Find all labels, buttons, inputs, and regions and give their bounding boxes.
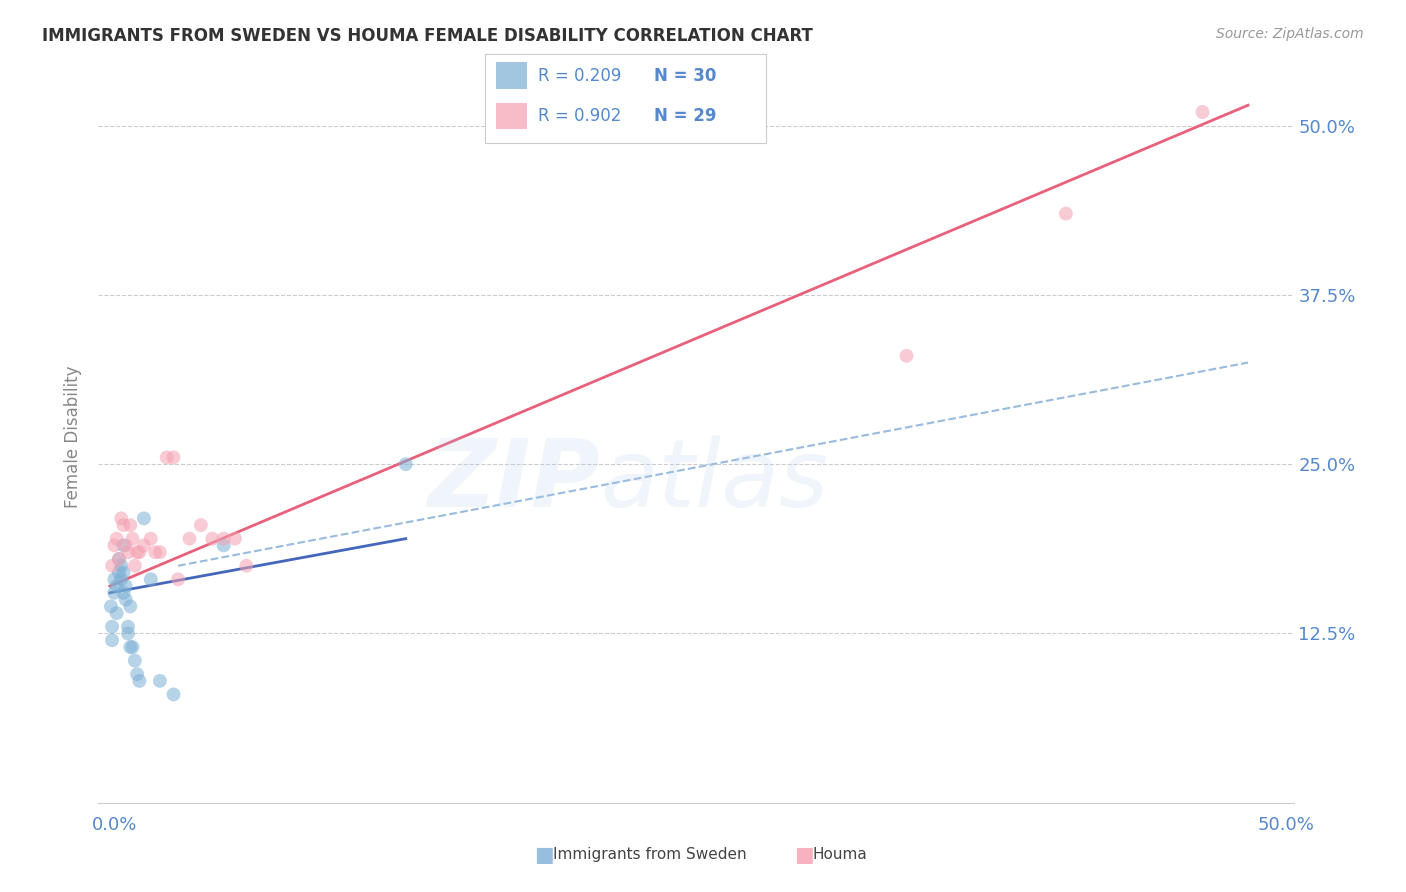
Point [121,640,143,654]
Point [156,450,179,465]
Point [108,552,131,566]
Point [896,349,918,363]
Point [117,545,139,559]
Point [101,620,124,634]
Bar [496,103,527,129]
Point [114,538,136,552]
Text: Immigrants from Sweden: Immigrants from Sweden [553,847,747,862]
Point [143,545,166,559]
Point [1191,105,1213,120]
Point [128,673,150,688]
Point [395,457,418,471]
Point [190,518,212,533]
Point [105,606,128,620]
Text: ZIP: ZIP [427,435,600,527]
Point [112,538,135,552]
Point [132,538,155,552]
Point [235,558,257,573]
Point [127,545,149,559]
Point [124,654,146,668]
Text: Source: ZipAtlas.com: Source: ZipAtlas.com [1216,27,1364,41]
Point [120,599,142,614]
Point [224,532,246,546]
Point [110,572,132,586]
Point [167,572,190,586]
Point [112,518,135,533]
Point [132,511,155,525]
Point [124,558,146,573]
Text: Houma: Houma [813,847,868,862]
Point [120,518,142,533]
Text: 0.0%: 0.0% [91,816,136,834]
Text: ■: ■ [794,845,814,864]
Point [100,599,122,614]
Point [121,532,143,546]
Text: 50.0%: 50.0% [1258,816,1315,834]
Point [110,558,132,573]
Point [105,532,128,546]
Text: R = 0.209: R = 0.209 [538,67,621,85]
Point [110,511,132,525]
Point [179,532,201,546]
Text: IMMIGRANTS FROM SWEDEN VS HOUMA FEMALE DISABILITY CORRELATION CHART: IMMIGRANTS FROM SWEDEN VS HOUMA FEMALE D… [42,27,813,45]
Point [212,532,235,546]
Point [105,579,128,593]
Point [1054,206,1077,220]
Point [103,538,125,552]
Point [112,566,135,580]
Text: N = 29: N = 29 [654,107,716,125]
Point [103,572,125,586]
Point [103,586,125,600]
Point [139,532,162,546]
Point [108,566,131,580]
Text: ■: ■ [534,845,554,864]
Point [117,620,139,634]
Point [139,572,162,586]
Point [127,667,149,681]
Point [128,545,150,559]
Y-axis label: Female Disability: Female Disability [65,366,83,508]
Point [101,558,124,573]
Text: R = 0.902: R = 0.902 [538,107,621,125]
Point [149,545,172,559]
Point [149,673,172,688]
Point [112,586,135,600]
Point [101,633,124,648]
Point [108,552,131,566]
Text: N = 30: N = 30 [654,67,716,85]
Point [114,579,136,593]
Point [162,688,184,702]
Text: atlas: atlas [600,435,828,526]
Point [212,538,235,552]
Point [117,626,139,640]
Point [201,532,224,546]
Point [120,640,142,654]
Point [114,592,136,607]
Bar [496,62,527,89]
Point [162,450,184,465]
